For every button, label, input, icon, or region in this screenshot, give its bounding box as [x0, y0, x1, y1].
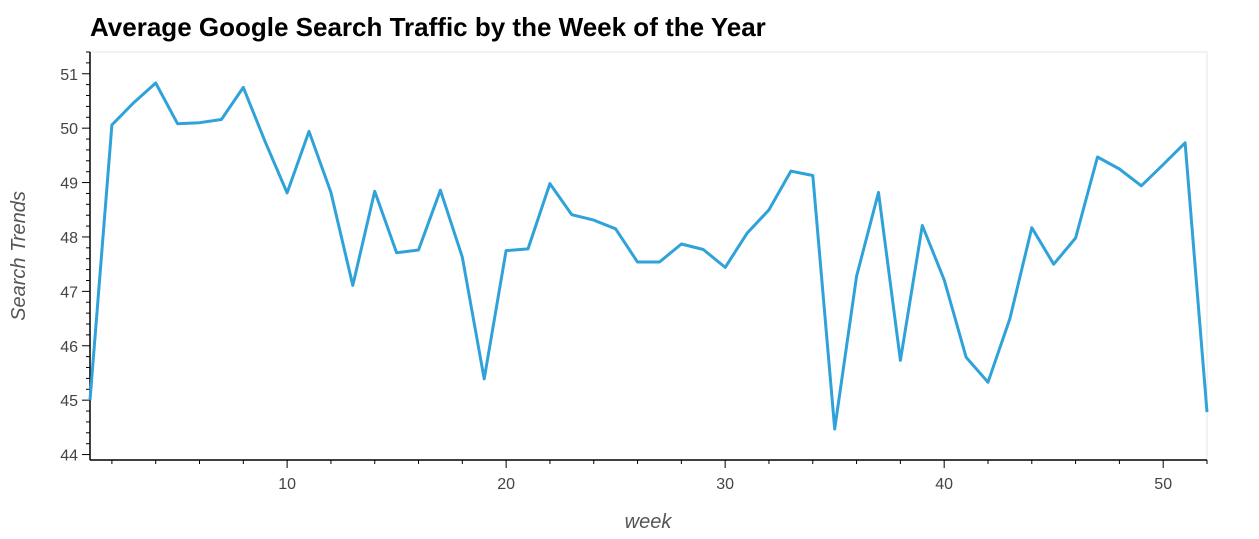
- x-tick-label: 30: [716, 476, 734, 493]
- y-axis-label: Search Trends: [8, 191, 30, 321]
- plot-frame: [89, 51, 1208, 461]
- y-tick-label: 51: [60, 67, 78, 84]
- y-tick-label: 45: [60, 393, 78, 410]
- y-tick-label: 48: [60, 230, 78, 247]
- series-line: [88, 81, 1209, 431]
- y-tick-label: 46: [60, 339, 78, 356]
- y-tick-label: 49: [60, 176, 78, 193]
- x-tick-label: 40: [935, 476, 953, 493]
- x-axis-label: week: [625, 511, 673, 533]
- x-tick-label: 20: [497, 476, 515, 493]
- x-tick-label: 10: [278, 476, 296, 493]
- y-tick-label: 47: [60, 284, 78, 301]
- y-tick-label: 50: [60, 121, 78, 138]
- x-axis: 10 20 30 40 50: [90, 459, 1208, 493]
- x-tick-label: 50: [1154, 476, 1172, 493]
- chart-title: Average Google Search Traffic by the Wee…: [90, 12, 766, 42]
- y-axis: 44 45 46 47 48 49 50 51: [60, 51, 91, 465]
- y-tick-label: 44: [60, 448, 78, 465]
